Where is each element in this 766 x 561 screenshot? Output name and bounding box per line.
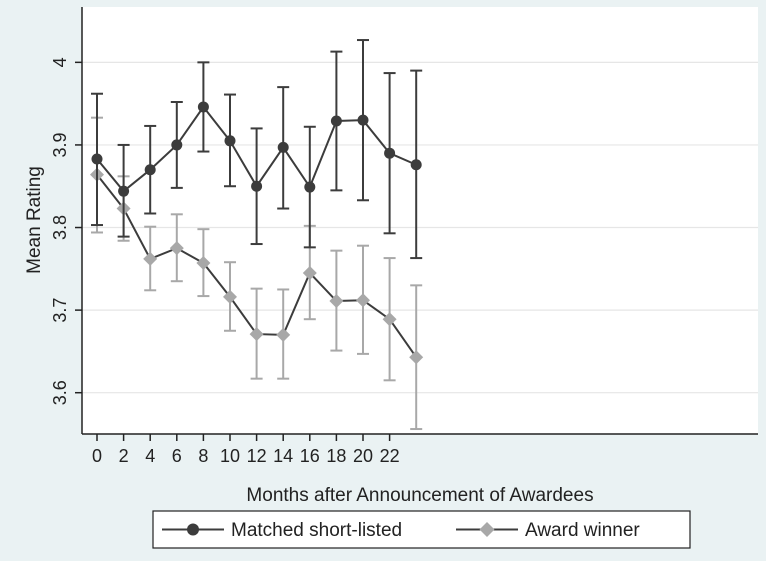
x-tick-label: 0	[92, 446, 102, 466]
y-tick-label: 3.9	[50, 132, 70, 157]
x-tick-label: 22	[380, 446, 400, 466]
data-point	[356, 293, 370, 308]
y-tick-label: 3.7	[50, 298, 70, 323]
data-point	[276, 327, 291, 342]
data-point	[382, 312, 397, 327]
legend-box	[152, 510, 691, 549]
series-layer	[90, 39, 424, 431]
gridlines	[82, 61, 758, 394]
x-tick-label: 14	[273, 446, 293, 466]
data-point	[143, 251, 158, 266]
legend-label-award: Award winner	[525, 520, 640, 541]
data-point	[223, 289, 237, 304]
y-axis-title: Mean Rating	[24, 166, 45, 274]
data-point	[224, 135, 236, 147]
data-point	[249, 327, 264, 342]
series-matched-short-listed	[91, 39, 423, 260]
data-point	[169, 241, 184, 256]
x-tick-label: 18	[326, 446, 346, 466]
x-tick-label: 20	[353, 446, 373, 466]
data-point	[118, 185, 130, 197]
y-tick-label: 3.8	[50, 215, 70, 240]
legend-label-matched: Matched short-listed	[231, 520, 402, 541]
data-point	[384, 147, 396, 159]
data-point	[197, 101, 209, 113]
data-point	[91, 153, 103, 165]
y-tick-label: 4	[50, 57, 70, 67]
data-point	[304, 181, 316, 193]
x-tick-label: 10	[220, 446, 240, 466]
x-tick-label: 2	[119, 446, 129, 466]
legend-marker-award	[479, 522, 495, 537]
x-axis-title: Months after Announcement of Awardees	[246, 485, 593, 506]
data-point	[410, 159, 422, 171]
data-point	[196, 256, 211, 271]
x-axis-ticks: 0 2 4 6 8 10 12 14 16 18 20 22	[92, 434, 400, 466]
data-point	[330, 115, 342, 127]
axes	[81, 7, 758, 435]
data-point	[277, 141, 289, 153]
x-tick-label: 4	[145, 446, 155, 466]
data-point	[144, 164, 156, 176]
x-tick-label: 6	[172, 446, 182, 466]
legend: Matched short-listed Award winner	[152, 510, 691, 549]
data-point	[302, 265, 317, 280]
data-point	[409, 350, 424, 365]
legend-marker-matched	[187, 523, 199, 536]
y-tick-label: 3.6	[50, 380, 70, 405]
data-point	[171, 139, 183, 151]
data-point	[251, 180, 263, 192]
x-tick-label: 16	[300, 446, 320, 466]
x-tick-label: 12	[247, 446, 267, 466]
y-axis-ticks: 3.6 3.7 3.8 3.9 4	[50, 57, 82, 405]
data-point	[329, 294, 344, 309]
plot-area	[82, 7, 758, 434]
x-tick-label: 8	[198, 446, 208, 466]
data-point	[357, 114, 369, 126]
